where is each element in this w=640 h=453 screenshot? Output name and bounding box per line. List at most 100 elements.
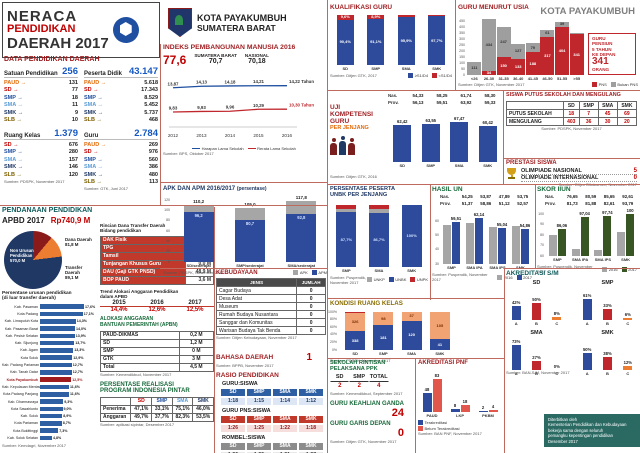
ppk-title: SEKOLAH RINTISAN PELAKSANA PPK (330, 360, 386, 373)
apbn-table: PAUD-DIKMAS 0,2 M SD 1,2 M SMP 0 M GTK 3 M Total… (100, 330, 215, 372)
divider-h1 (327, 90, 640, 91)
panel-iiun: SKOR IIUN Nas. 76,65 80,59 85,65 92,61 Prov.… (537, 186, 637, 274)
svg-text:2016: 2016 (282, 133, 293, 138)
ukg-chart: 62,42 SD 63,55 SMP 67,47 SMA 60,42 SMK (388, 114, 502, 168)
ukg-prov-label: Prov. (388, 100, 399, 105)
urusan-pendidikan-bar-chart: Kab. Pasaman 17,6% Kota Padang 17,1% Kab. Li… (2, 304, 96, 441)
akreditasi-sma-block: SMA 73% A 27% B 0% C (506, 330, 567, 376)
svg-text:14,21: 14,21 (253, 79, 265, 84)
ppk-head: SD SMP TOTAL (330, 372, 408, 382)
ukg-nas-values: 54,33 58,25 61,74 58,30 (412, 93, 496, 98)
trend-title: Trend Alokasi Anggaran Pendidikan dalam … (100, 288, 179, 299)
pie-label-non-urusan: Non Urusan Pendidikan 570,0 M (10, 248, 34, 263)
pensiun-note-value: 341 (592, 56, 609, 68)
svg-text:9,96: 9,96 (226, 105, 235, 110)
divider-v2 (455, 0, 456, 90)
peserta-label: Peserta Didik (84, 71, 123, 77)
iiun-sumber: Sumber: Puspendik, November 2017 (537, 264, 593, 274)
iiun-nas-label: Nas. (545, 194, 555, 199)
kondisi-sumber: Sumber: PDSPK, November 2017 (330, 358, 391, 363)
ukg-subtitle: PER JENJANG (330, 125, 369, 132)
divider-h7 (160, 182, 327, 183)
pip-sumber: Sumber: aplikasi sipintar, Desember 2017 (100, 421, 175, 427)
panel-unbk: PERSENTASE PESERTA UNBK PER JENJANG 87,7… (330, 186, 428, 285)
guru-usia-chart: 0 50 100 150 200 250 300 350 400 450 111 <26 434 34 26… (458, 15, 584, 81)
pensiun-note-unit: ORANG (592, 67, 610, 73)
kualifikasi-legend: ≥S1/D4 <S1/D4 (408, 73, 452, 78)
ipm-value: 77,6 (163, 53, 187, 67)
province-name: SUMATERA BARAT (197, 22, 276, 33)
svg-text:10,29: 10,29 (253, 103, 265, 108)
svg-text:14,22 Tahun: 14,22 Tahun (289, 79, 314, 84)
urusan-sumber: Sumber: Kemdagri, November 2017 (2, 443, 67, 448)
ukg-nas-label: Nas. (388, 93, 398, 98)
guru-total: 2.784 (134, 128, 158, 139)
ipm-nas-label: NASIONAL (244, 53, 269, 58)
ipm-nas-value: 70,18 (248, 58, 266, 65)
apbn-sumber: Sumber: Kemendikbud, November 2017 (100, 371, 172, 377)
divider-h5 (327, 358, 504, 359)
block-guru: Guru 2.784 PAUD269SD976SMP560SMA386SMK480… (84, 128, 158, 191)
akreditasi-pnf-chart: 48 83 PAUD 8 18 LKP 2 4 PKBM (418, 372, 502, 418)
trend-years: 2015 2016 2017 (100, 300, 214, 308)
title-line1: NERACA (7, 8, 78, 26)
hasil-un-title: HASIL UN (432, 186, 463, 193)
satuan-total: 256 (62, 66, 78, 77)
pensiun-note: GURU PENSIUN 5 TAHUN KE DEPAN 341 ORANG (588, 33, 636, 76)
iiun-prov-values: 81,73 81,88 82,61 93,79 (566, 201, 634, 206)
ipm-line-chart: 13,87 14,13 14,18 14,21 14,22 Tahun 9,83 9,93 9… (163, 67, 325, 146)
payakumbuh-crest-icon (168, 8, 192, 37)
apbd-pie-chart (4, 231, 62, 289)
rasio-guru-siswa-label: GURU:SISWA (222, 381, 258, 387)
unbk-legend: UNKP UNBK UNPK (367, 277, 428, 283)
divider-h8 (160, 268, 327, 269)
prestasi-rows: OLIMPIADE NASIONAL 5 OLIMPIADE INTERNASIO… (521, 168, 637, 182)
apk-apm-title: APK DAN APM 2016/2017 (163, 186, 236, 192)
akreditasi-sd-label: SD (532, 280, 541, 286)
hasil-un-nas-label: Nas. (440, 194, 450, 199)
apbd-value: Rp740,9 M (50, 216, 91, 225)
apk-apm-legend: APK APM (293, 270, 327, 275)
kondisi-chart: 0% 20% 40% 60% 80% 100% 326 338 SD 98 181 SMP 37 120 S… (328, 310, 454, 356)
guru-label: Guru (84, 133, 99, 139)
divider-h3 (504, 268, 640, 269)
akreditasi-sm-title: AKREDITASI S/M (506, 270, 559, 277)
title-line3: DAERAH 2017 (7, 34, 109, 52)
divider-v7 (504, 268, 505, 453)
panel-akreditasi-pnf: AKREDITASI PNF 48 83 PAUD 8 18 LKP 2 4 PKBM Tera… (418, 360, 502, 436)
guru-usia-title: GURU MENURUT USIA (458, 4, 529, 11)
akreditasi-smp-label: SMP (601, 280, 614, 286)
pensiun-note-text: GURU PENSIUN 5 TAHUN KE DEPAN (592, 36, 616, 57)
svg-text:2013: 2013 (196, 133, 207, 138)
akreditasi-smp-block: SMP 61% A 33% B 6% C (577, 280, 638, 326)
panel-apk-apm: APK DAN APM 2016/2017 (persentase) 0 20 40… (163, 186, 327, 275)
garis-depan-sumber: Sumber: Ditjen GTK, November 2017 (330, 438, 397, 444)
rasio-guru-siswa-head: SD SMP SMA SMK (220, 388, 324, 397)
kebudayaan-sumber: Sumber: Ditjen Kebudayaan, November 2017 (216, 335, 297, 340)
satuan-label: Satuan Pendidikan (4, 71, 58, 77)
kebudayaan-table: JENIS JUMLAH Cagar Budaya 0 Desa Adat 0 Museu… (215, 278, 326, 335)
guru-usia-legend: PNS Bukan PNS (592, 82, 638, 88)
ipm-title: INDEKS PEMBANGUNAN MANUSIA 2016 (163, 44, 296, 51)
iiun-legend: 2016 2017 (602, 266, 637, 272)
divider-h9 (504, 158, 640, 159)
unbk-sumber: Sumber: Puspendik, November 2017 (330, 274, 367, 285)
divider-h2 (327, 184, 640, 185)
akreditasi-sd-chart: 42% A 50% B 8% C (511, 297, 562, 326)
panel-ipm: INDEKS PEMBANGUNAN MANUSIA 2016 77,6 SUM… (163, 44, 325, 156)
panel-putus-sekolah: SISWA PUTUS SEKOLAH DAN MENGULANG SD SMP S… (506, 92, 638, 131)
prestasi-title: PRESTASI SISWA (506, 160, 557, 166)
svg-text:14,13: 14,13 (196, 80, 208, 85)
svg-text:9,83: 9,83 (169, 106, 178, 111)
hasil-un-chart: 30 40 50 60 59,51 SMP 62,14 SMA IPA 55,04 SMA IPS… (435, 212, 531, 270)
bahasa-sumber: Sumber: BPPB, November 2017 (216, 363, 274, 368)
region-label-top-right: KOTA PAYAKUMBUH (540, 6, 635, 17)
divider-v5 (430, 184, 431, 300)
satuan-list: PAUD131SD77SMP18SMA11SMK9SLB10 (4, 80, 78, 124)
panel-kebudayaan: KEBUDAYAAN JENIS JUMLAH Cagar Budaya 0 Desa… (215, 270, 326, 340)
apk-apm-chart: 020406080100120110,296,2SD/sederajat105,… (164, 195, 317, 268)
hasil-un-sumber: Sumber: Puspendik, November 2017 (432, 272, 488, 282)
rasio-title: RASIO PENDIDIKAN (216, 372, 279, 379)
iiun-title: SKOR IIUN (537, 186, 571, 193)
urusan-chart-title: Persentase urusan pendidikan (di luar tr… (2, 291, 72, 301)
